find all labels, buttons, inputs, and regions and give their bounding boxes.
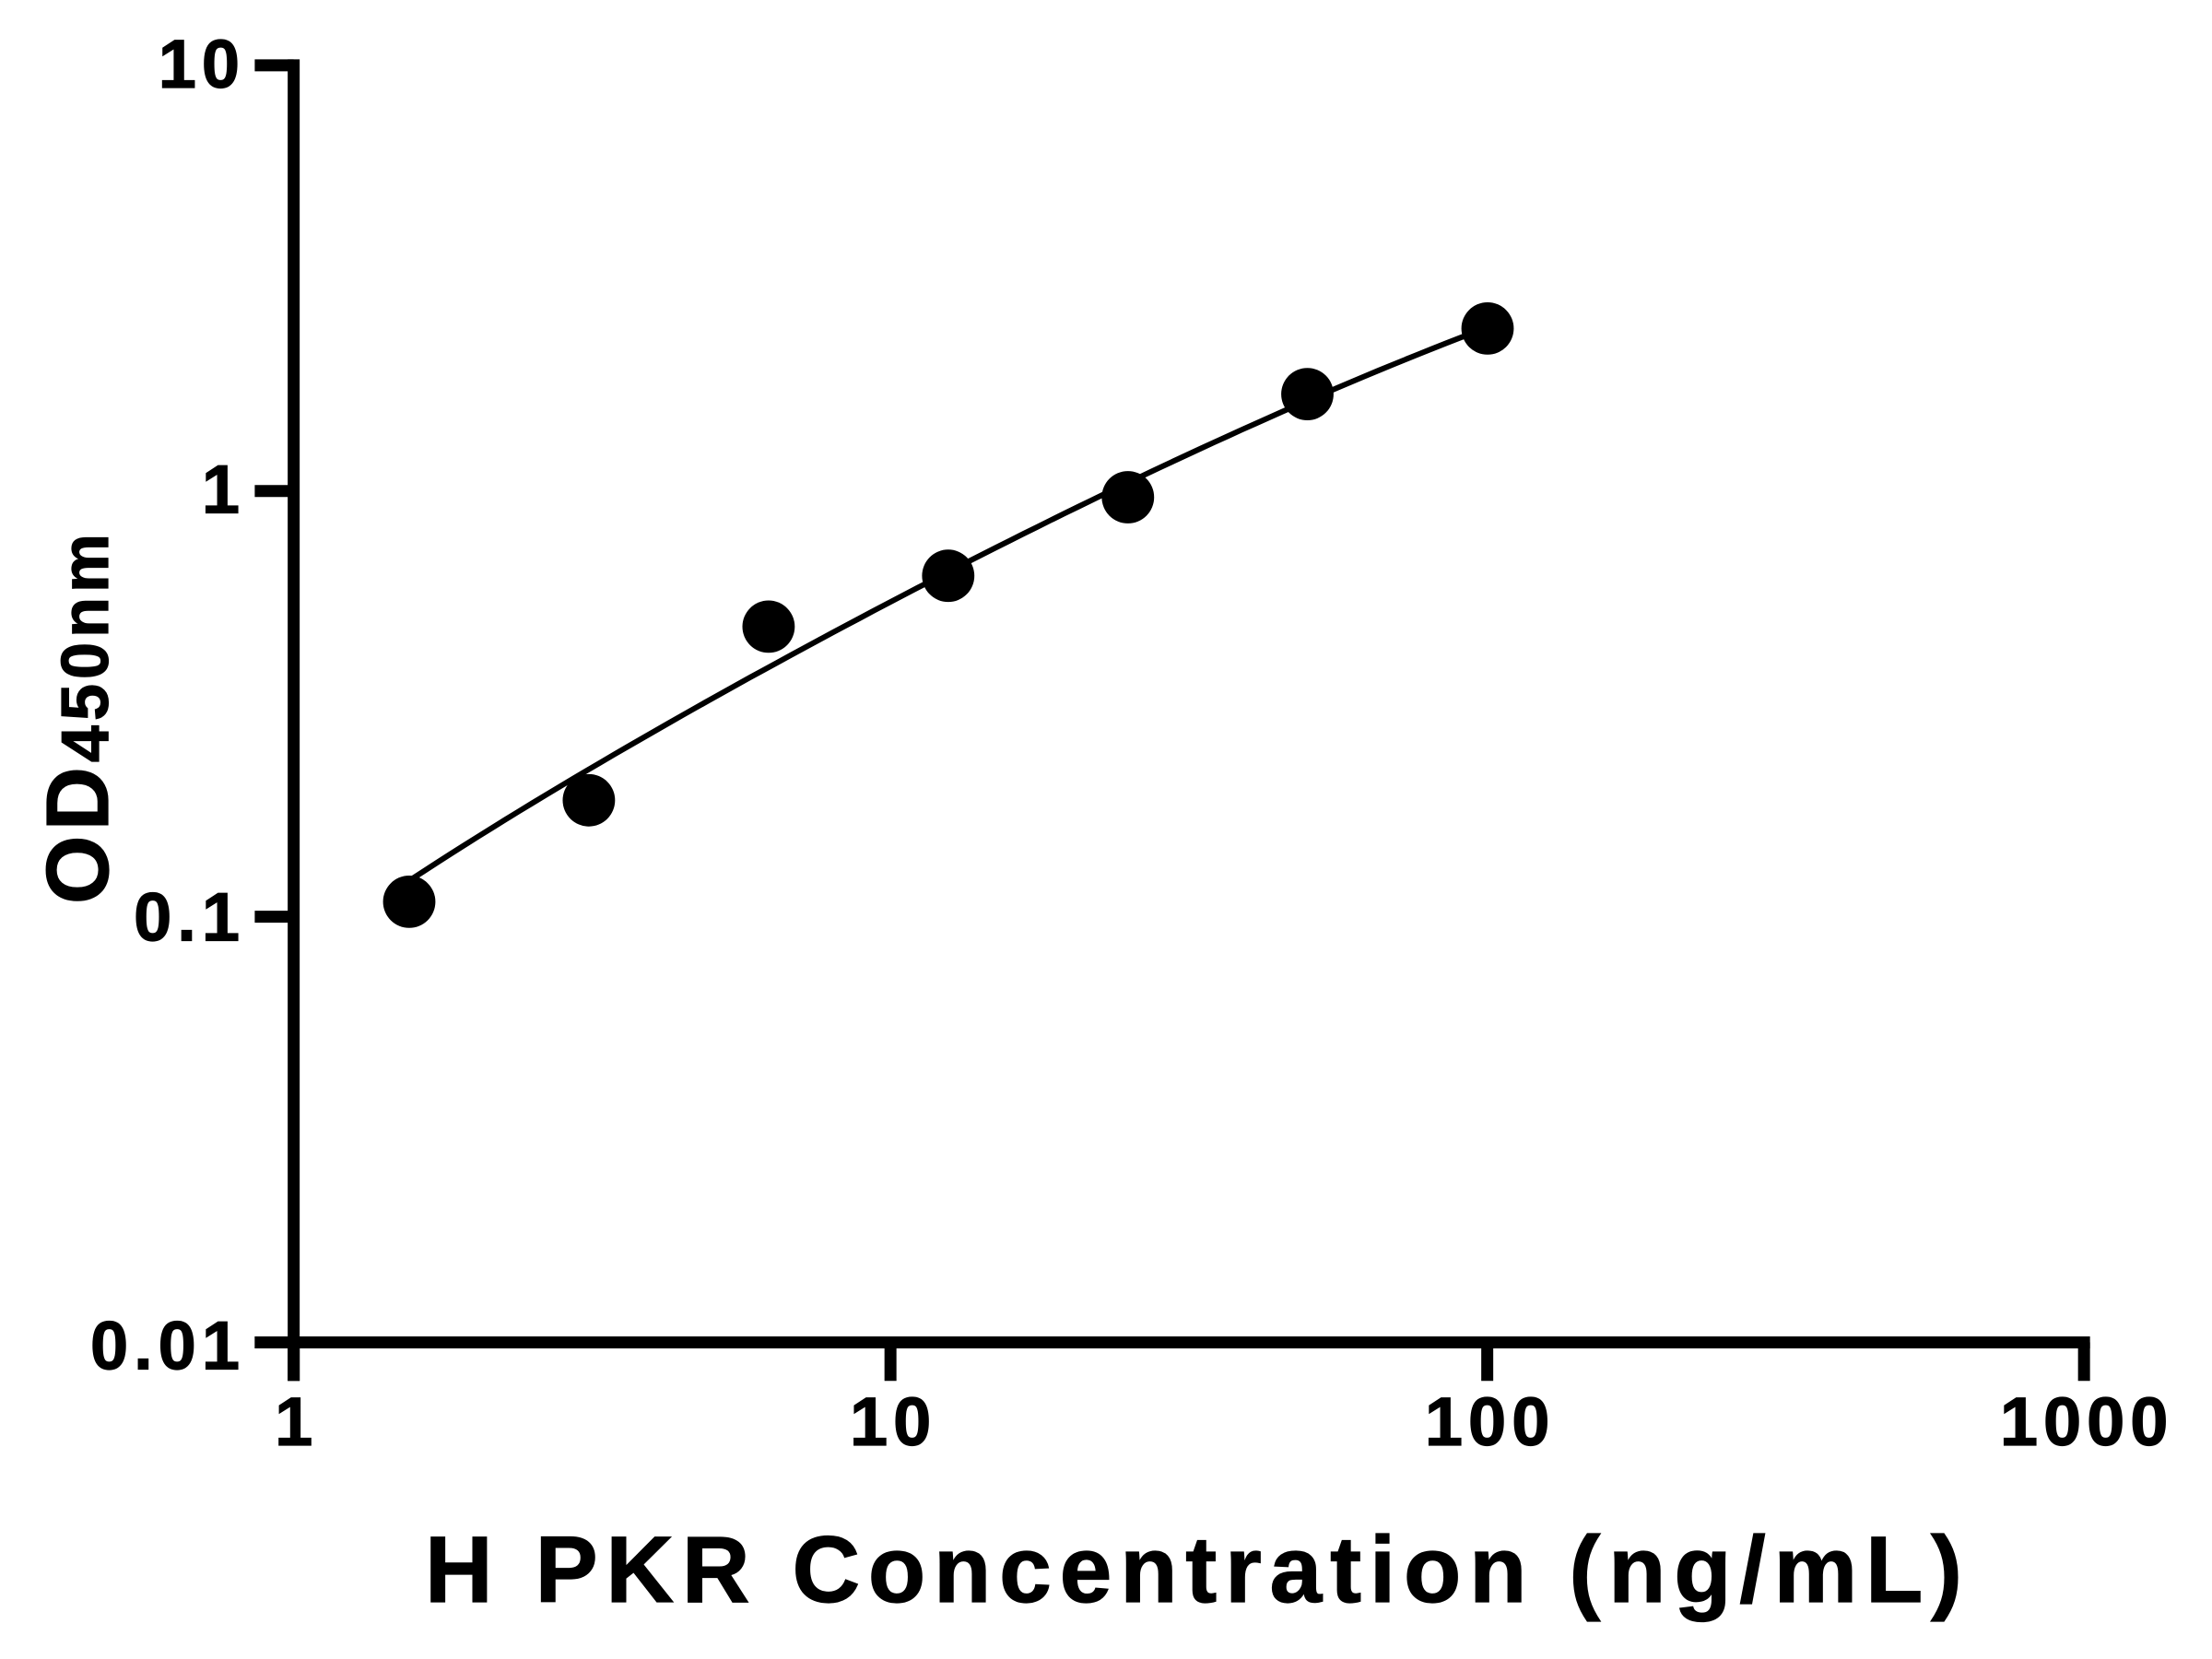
- svg-text:100: 100: [1425, 1383, 1555, 1460]
- svg-text:1: 1: [275, 1383, 318, 1460]
- svg-text:H PKR Concentration (ng/mL): H PKR Concentration (ng/mL): [425, 1517, 1971, 1622]
- svg-text:1000: 1000: [2000, 1383, 2174, 1460]
- svg-text:0.01: 0.01: [90, 1308, 245, 1384]
- svg-text:10: 10: [850, 1383, 936, 1460]
- svg-text:1: 1: [202, 452, 245, 528]
- svg-text:10: 10: [159, 26, 245, 102]
- svg-text:0.1: 0.1: [134, 879, 245, 956]
